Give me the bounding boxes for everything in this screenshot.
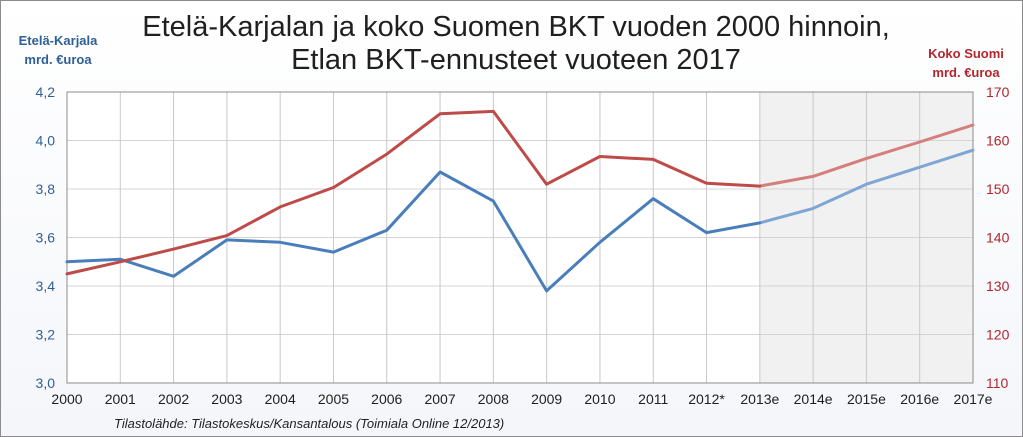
- x-axis-tick-label: 2000: [51, 391, 82, 407]
- left-axis-tick-label: 3,2: [36, 327, 56, 343]
- left-axis-title-line1: Etelä-Karjala: [18, 33, 98, 48]
- x-axis-tick-label: 2016e: [900, 391, 939, 407]
- x-axis-tick-label: 2010: [584, 391, 615, 407]
- plot-border: [66, 91, 974, 384]
- chart-title-line2: Etlan BKT-ennusteet vuoteen 2017: [291, 44, 741, 76]
- source-note: Tilastolähde: Tilastokeskus/Kansantalous…: [114, 416, 505, 431]
- x-axis-tick-label: 2005: [318, 391, 349, 407]
- x-axis-tick-label: 2001: [105, 391, 136, 407]
- left-axis-tick-label: 4,2: [36, 84, 56, 100]
- x-axis-tick-label: 2003: [211, 391, 242, 407]
- series-1-line: [65, 170, 762, 293]
- series-2-forecast-line: [758, 123, 975, 188]
- x-axis-tick-label: 2009: [531, 391, 562, 407]
- right-axis-title: Koko Suomi mrd. €uroa: [911, 44, 1021, 82]
- chart-title-line1: Etelä-Karjalan ja koko Suomen BKT vuoden…: [142, 11, 890, 43]
- right-axis-tick-label: 120: [986, 327, 1010, 343]
- right-axis-tick-label: 170: [986, 84, 1010, 100]
- right-axis-tick-label: 140: [986, 230, 1010, 246]
- x-axis-tick-label: 2006: [371, 391, 402, 407]
- x-axis-tick-label: 2004: [265, 391, 296, 407]
- chart-title: Etelä-Karjalan ja koko Suomen BKT vuoden…: [101, 11, 931, 77]
- right-axis-tick-label: 110: [986, 375, 1009, 391]
- x-axis-tick-label: 2015e: [847, 391, 886, 407]
- x-axis-tick-label: 2012*: [688, 391, 725, 407]
- series-1-forecast-line: [758, 148, 975, 225]
- left-axis-tick-label: 3,8: [36, 181, 56, 197]
- right-axis-tick-label: 160: [986, 133, 1010, 149]
- right-axis-tick-label: 130: [986, 278, 1010, 294]
- series-2-line: [65, 109, 762, 276]
- x-axis-tick-label: 2011: [638, 391, 668, 407]
- right-axis-title-line2: mrd. €uroa: [932, 65, 1000, 80]
- left-axis-title-line2: mrd. €uroa: [24, 52, 92, 67]
- left-axis-title: Etelä-Karjala mrd. €uroa: [3, 31, 113, 69]
- x-axis-tick-label: 2017e: [954, 391, 993, 407]
- left-axis-tick-label: 3,4: [36, 278, 56, 294]
- x-axis-tick-label: 2014e: [794, 391, 833, 407]
- right-axis-tick-label: 150: [986, 181, 1010, 197]
- x-axis-tick-label: 2002: [158, 391, 189, 407]
- left-axis-tick-label: 4,0: [36, 133, 56, 149]
- x-axis-tick-label: 2007: [424, 391, 455, 407]
- left-axis-tick-label: 3,0: [36, 375, 56, 391]
- x-axis-tick-label: 2008: [478, 391, 509, 407]
- right-axis-title-line1: Koko Suomi: [928, 46, 1004, 61]
- x-axis-tick-label: 2013e: [740, 391, 779, 407]
- left-axis-tick-label: 3,6: [36, 230, 56, 246]
